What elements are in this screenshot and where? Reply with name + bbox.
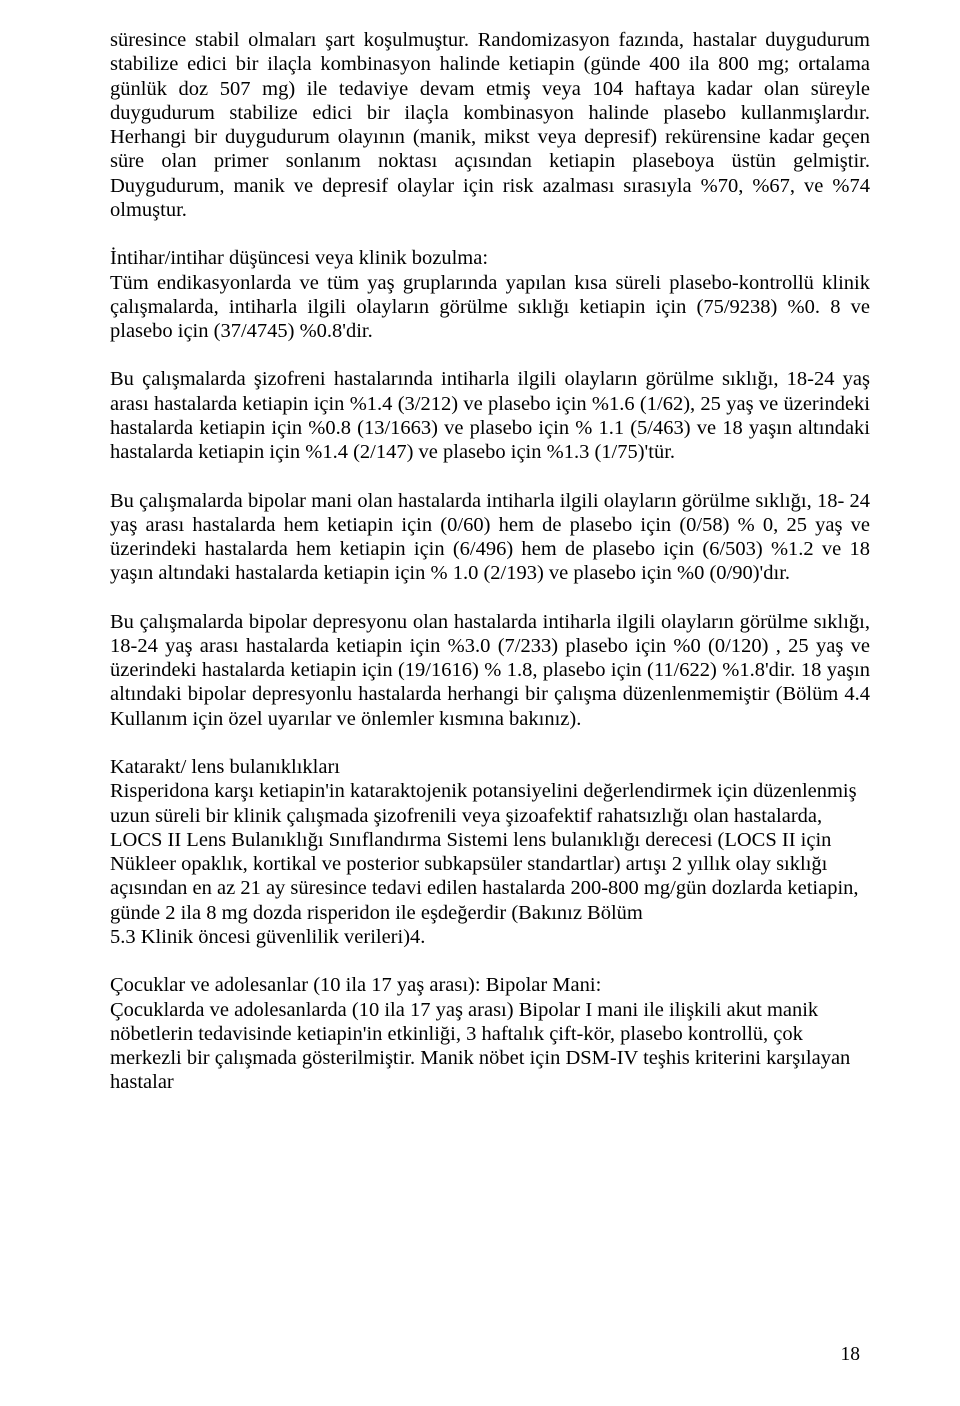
page-body: süresince stabil olmaları şart koşulmuşt… [110, 28, 870, 1095]
paragraph: İntihar/intihar düşüncesi veya klinik bo… [110, 246, 870, 343]
paragraph: Katarakt/ lens bulanıklıkları Risperidon… [110, 755, 870, 949]
paragraph: Bu çalışmalarda bipolar mani olan hastal… [110, 489, 870, 586]
paragraph: Bu çalışmalarda bipolar depresyonu olan … [110, 610, 870, 731]
document-page: süresince stabil olmaları şart koşulmuşt… [0, 0, 960, 1406]
paragraph: Çocuklar ve adolesanlar (10 ila 17 yaş a… [110, 973, 870, 1094]
paragraph: süresince stabil olmaları şart koşulmuşt… [110, 28, 870, 222]
paragraph: Bu çalışmalarda şizofreni hastalarında i… [110, 367, 870, 464]
page-number: 18 [841, 1344, 861, 1366]
